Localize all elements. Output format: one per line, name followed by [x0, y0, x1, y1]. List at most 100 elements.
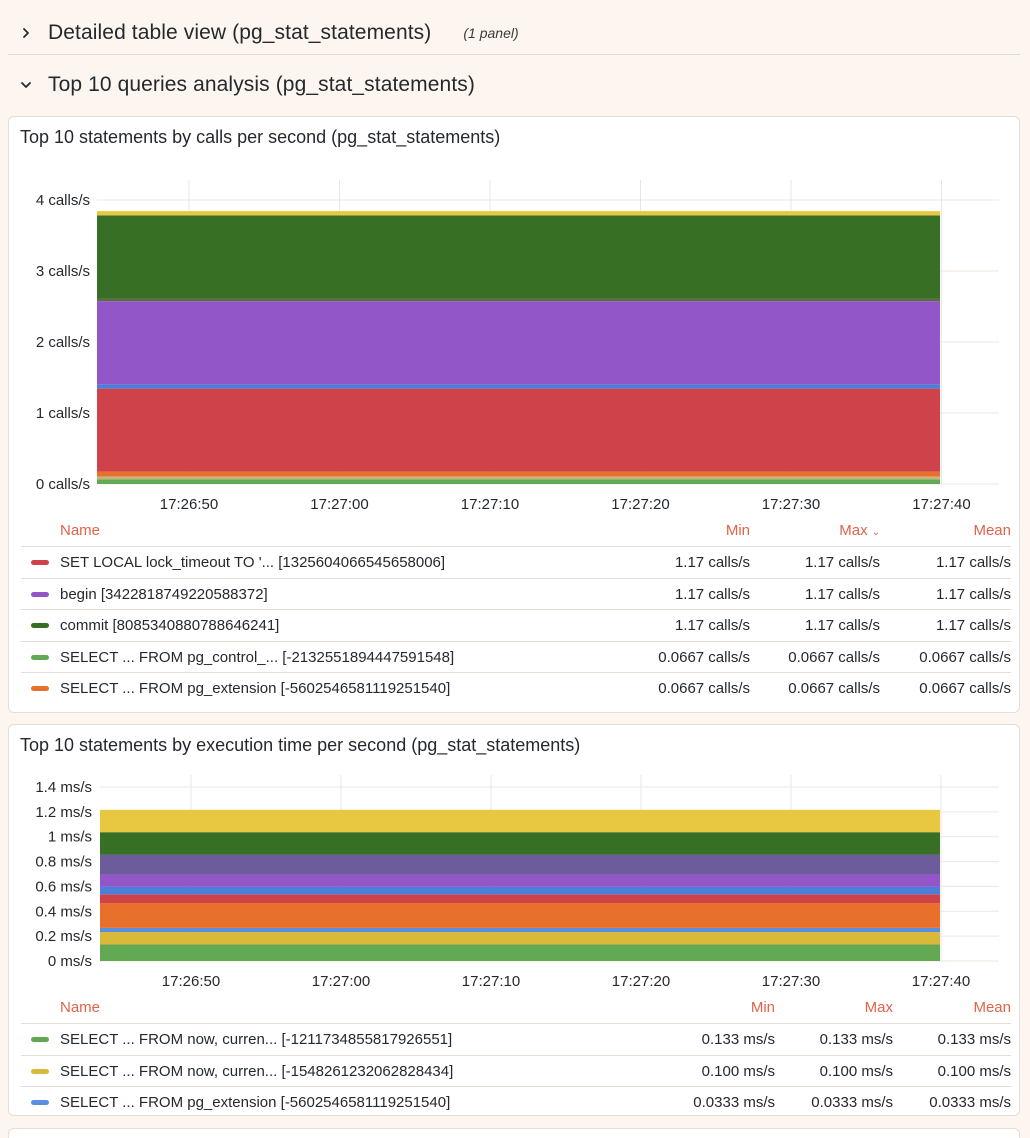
x-tick-label: 17:27:20	[612, 973, 670, 990]
series-color-swatch[interactable]	[31, 1100, 49, 1105]
series-area	[97, 476, 940, 480]
legend-value-min: 1.17 calls/s	[674, 554, 750, 571]
row-title[interactable]: Detailed table view (pg_stat_statements)	[48, 21, 432, 44]
y-tick-label: 0.6 ms/s	[35, 878, 92, 895]
y-tick-label: 0.4 ms/s	[35, 903, 92, 920]
series-area	[100, 894, 940, 904]
x-tick-label: 17:27:30	[762, 973, 820, 990]
x-tick-label: 17:27:20	[611, 496, 669, 513]
series-area	[97, 384, 940, 389]
legend-row[interactable]: SELECT ... FROM pg_extension [-560254658…	[21, 672, 1011, 704]
legend-series-name[interactable]: commit [8085340880788646241]	[21, 617, 610, 634]
series-area	[97, 211, 940, 216]
legend-header-max[interactable]: Max ⌄	[750, 522, 880, 539]
legend-header-min[interactable]: Min	[750, 998, 775, 1016]
legend-value-min: 1.17 calls/s	[674, 585, 750, 603]
legend-row[interactable]: begin [3422818749220588372] 1.17 calls/s 1…	[21, 577, 1011, 610]
legend-header-max-label: Max	[839, 521, 868, 539]
series-area	[100, 944, 940, 961]
series-area	[97, 479, 940, 484]
series-label: SELECT ... FROM now, curren... [-1548261…	[60, 1062, 454, 1080]
series-area	[97, 298, 940, 302]
legend-value-max: 1.17 calls/s	[804, 617, 880, 634]
legend-row[interactable]: SELECT ... FROM now, curren... [-1548261…	[21, 1054, 1011, 1087]
y-tick-label: 0 ms/s	[48, 953, 92, 970]
series-color-swatch[interactable]	[31, 654, 49, 660]
chart-execution-time[interactable]: 0 ms/s 0.2 ms/s 0.4 ms/s 0.6 ms/s 0.8 ms/s 1 …	[9, 775, 1020, 1045]
series-label: SELECT ... FROM now, curren... [-1211734…	[60, 1031, 453, 1048]
row-panel-count: (1 panel)	[463, 25, 519, 41]
legend-row[interactable]: SELECT ... FROM pg_extension [-560254658…	[21, 1086, 1011, 1115]
series-area	[100, 886, 940, 895]
legend-series-name[interactable]: SELECT ... FROM now, curren... [-1548261…	[21, 1063, 635, 1080]
series-color-swatch[interactable]	[31, 591, 49, 597]
row-divider	[8, 54, 1020, 55]
y-tick-label: 0 calls/s	[36, 476, 90, 493]
legend-series-name[interactable]: SELECT ... FROM pg_extension [-560254658…	[21, 680, 610, 697]
legend-header-max[interactable]: Max	[864, 998, 893, 1016]
legend-value-mean: 1.17 calls/s	[935, 617, 1011, 634]
legend-row[interactable]: SET LOCAL lock_timeout TO '... [13256040…	[21, 546, 1011, 578]
legend-header-name[interactable]: Name	[60, 521, 101, 539]
x-tick-label: 17:27:40	[912, 973, 970, 990]
series-label: SET LOCAL lock_timeout TO '... [13256040…	[60, 554, 446, 571]
series-area	[97, 471, 940, 477]
x-tick-label: 17:27:40	[912, 496, 970, 513]
series-area	[100, 854, 940, 875]
legend-header-name[interactable]: Name	[60, 998, 101, 1016]
legend-series-name[interactable]: SELECT ... FROM pg_extension [-560254658…	[21, 1094, 635, 1111]
legend-value-mean: 0.133 ms/s	[937, 1031, 1011, 1048]
series-color-swatch[interactable]	[31, 1068, 49, 1074]
series-color-swatch[interactable]	[31, 1037, 49, 1042]
legend-value-min: 0.100 ms/s	[701, 1062, 775, 1080]
legend-header-min[interactable]: Min	[725, 521, 750, 539]
legend-value-min: 0.0667 calls/s	[658, 648, 750, 666]
x-tick-label: 17:27:30	[762, 496, 820, 513]
legend-series-name[interactable]: SELECT ... FROM pg_control_... [-2132551…	[21, 649, 610, 666]
series-area	[100, 809, 940, 833]
series-area	[100, 874, 940, 887]
legend-series-name[interactable]: begin [3422818749220588372]	[21, 586, 610, 603]
x-tick-label: 17:26:50	[162, 973, 220, 990]
row-title[interactable]: Top 10 queries analysis (pg_stat_stateme…	[48, 73, 475, 96]
legend-value-min: 0.133 ms/s	[701, 1031, 775, 1048]
series-label: SELECT ... FROM pg_extension [-560254658…	[60, 1094, 451, 1111]
x-tick-label: 17:27:10	[462, 973, 520, 990]
legend-row[interactable]: SELECT ... FROM pg_control_... [-2132551…	[21, 640, 1011, 673]
legend-value-mean: 1.17 calls/s	[935, 554, 1011, 571]
panel-title[interactable]: Top 10 statements by calls per second (p…	[20, 127, 501, 147]
legend-value-min: 0.0333 ms/s	[693, 1094, 775, 1111]
series-color-swatch[interactable]	[31, 686, 49, 691]
legend-header-mean[interactable]: Mean	[973, 521, 1011, 539]
series-label: SELECT ... FROM pg_control_... [-2132551…	[60, 648, 455, 666]
y-tick-label: 0.2 ms/s	[35, 928, 92, 945]
legend-header-mean[interactable]: Mean	[973, 998, 1011, 1016]
y-tick-label: 1 calls/s	[36, 405, 90, 422]
series-color-swatch[interactable]	[31, 623, 49, 628]
series-area	[97, 301, 940, 385]
legend-row[interactable]: commit [8085340880788646241] 1.17 calls/s…	[21, 609, 1011, 641]
legend-series-name[interactable]: SELECT ... FROM now, curren... [-1211734…	[21, 1031, 635, 1048]
legend-value-mean: 0.0667 calls/s	[919, 648, 1011, 666]
chevron-down-icon[interactable]	[18, 77, 34, 93]
y-tick-label: 1.2 ms/s	[35, 804, 92, 821]
series-color-swatch[interactable]	[31, 560, 49, 565]
chevron-right-icon[interactable]	[18, 25, 34, 41]
chart-calls-per-second[interactable]: 0 calls/s 1 calls/s 2 calls/s 3 calls/s 4 ca…	[9, 177, 1020, 587]
row-top-10-queries[interactable]: Top 10 queries analysis (pg_stat_stateme…	[0, 61, 1030, 109]
x-tick-label: 17:26:50	[160, 496, 218, 513]
row-detailed-table-view[interactable]: Detailed table view (pg_stat_statements)…	[0, 9, 1030, 57]
y-tick-label: 0.8 ms/s	[35, 854, 92, 871]
panel-title[interactable]: Top 10 statements by execution time per …	[20, 735, 581, 755]
series-area	[97, 215, 940, 299]
series-area	[100, 903, 940, 928]
legend-value-max: 1.17 calls/s	[804, 554, 880, 571]
legend-value-mean: 1.17 calls/s	[935, 585, 1011, 603]
legend-value-max: 1.17 calls/s	[804, 585, 880, 603]
legend-value-max: 0.0667 calls/s	[788, 680, 880, 697]
legend-series-name[interactable]: SET LOCAL lock_timeout TO '... [13256040…	[21, 554, 610, 571]
series-area	[97, 388, 940, 472]
legend-row[interactable]: SELECT ... FROM now, curren... [-1211734…	[21, 1023, 1011, 1055]
legend-value-max: 0.0667 calls/s	[788, 648, 880, 666]
series-area	[100, 927, 940, 933]
